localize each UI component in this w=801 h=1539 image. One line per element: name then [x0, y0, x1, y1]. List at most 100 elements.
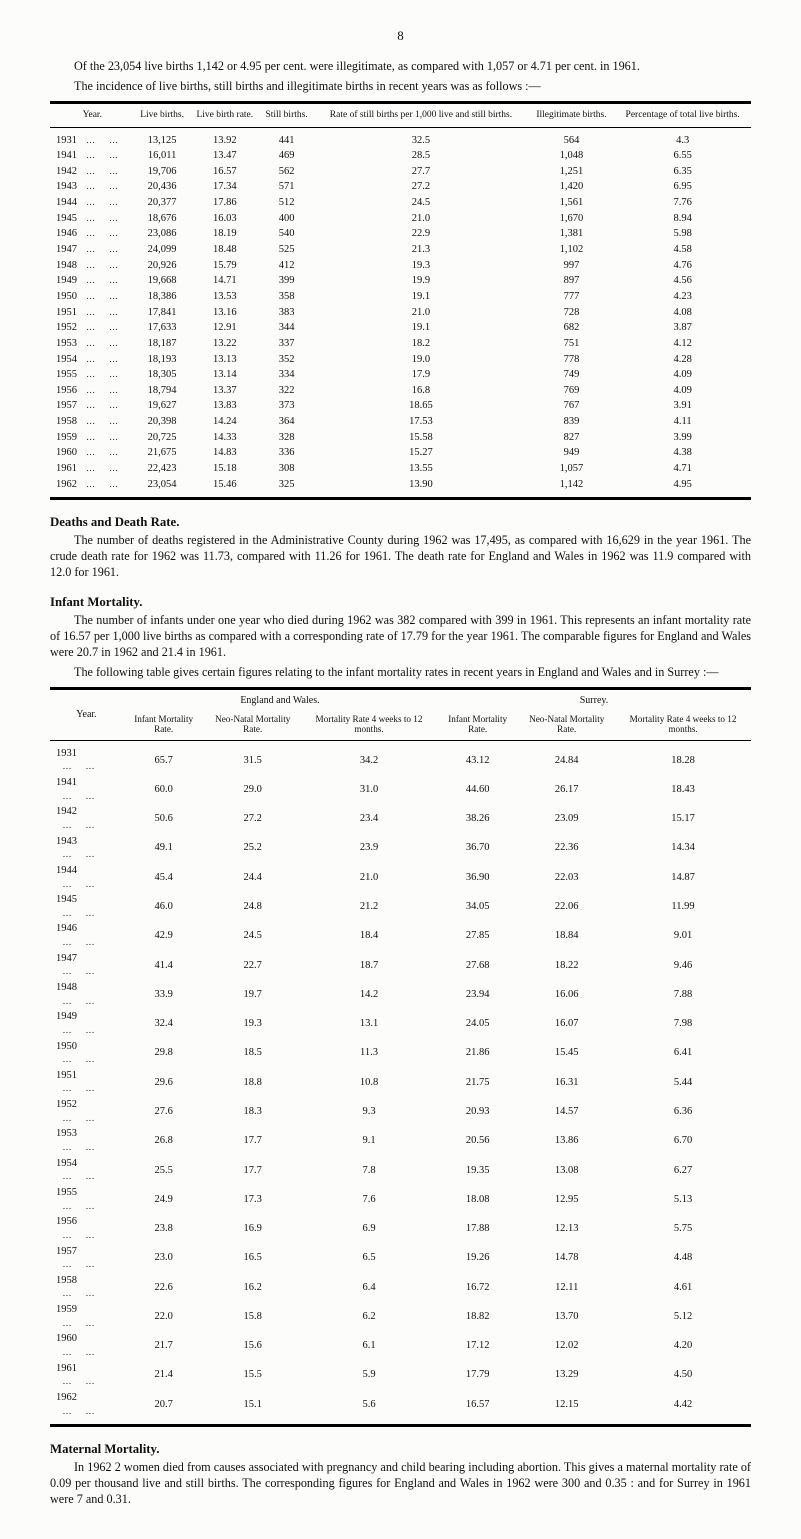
table-cell: 1,102: [529, 242, 615, 258]
table-cell: 1949: [50, 273, 134, 289]
table-cell: 6.9: [301, 1214, 437, 1243]
table-cell: 1931: [50, 127, 134, 148]
table-cell: 12.11: [518, 1273, 615, 1302]
table-cell: 1953: [50, 336, 134, 352]
table-cell: 1957: [50, 398, 134, 414]
table-row: 1960 21,67514.8333615.279494.38: [50, 445, 751, 461]
table-cell: 5.98: [614, 226, 751, 242]
table-cell: 10.8: [301, 1068, 437, 1097]
table-cell: 358: [260, 289, 313, 305]
table-cell: 1954: [50, 1156, 123, 1185]
table-cell: 14.87: [615, 863, 751, 892]
table-row: 1961 22,42315.1830813.551,0574.71: [50, 461, 751, 477]
table-cell: 11.99: [615, 892, 751, 921]
intro-para-1: Of the 23,054 live births 1,142 or 4.95 …: [50, 59, 751, 75]
table-cell: 23.4: [301, 804, 437, 833]
table-cell: 562: [260, 164, 313, 180]
table-header: Percentage of total live births.: [614, 102, 751, 127]
table-header: Surrey.: [437, 688, 751, 711]
table-cell: 469: [260, 148, 313, 164]
table-row: 1959 22.015.86.218.8213.705.12: [50, 1302, 751, 1331]
table-cell: 16.07: [518, 1009, 615, 1038]
table-cell: 383: [260, 305, 313, 321]
table-cell: 13.92: [190, 127, 260, 148]
table-cell: 13.47: [190, 148, 260, 164]
table-row: 1949 19,66814.7139919.98974.56: [50, 273, 751, 289]
table-cell: 1,057: [529, 461, 615, 477]
table-cell: 17.53: [313, 414, 528, 430]
table-row: 1946 42.924.518.427.8518.849.01: [50, 921, 751, 950]
infant-heading: Infant Mortality.: [50, 594, 751, 611]
table-row: 1950 29.818.511.321.8615.456.41: [50, 1039, 751, 1068]
table-cell: 749: [529, 367, 615, 383]
table-cell: 16.72: [437, 1273, 518, 1302]
page-number: 8: [50, 28, 751, 45]
table-cell: 4.20: [615, 1331, 751, 1360]
table-row: 1956 23.816.96.917.8812.135.75: [50, 1214, 751, 1243]
table-cell: 16.2: [204, 1273, 301, 1302]
table-cell: 29.0: [204, 775, 301, 804]
infant-para-2: The following table gives certain figure…: [50, 665, 751, 681]
table-cell: 26.8: [123, 1126, 204, 1155]
table-cell: 21.4: [123, 1361, 204, 1390]
table-row: 1950 18,38613.5335819.17774.23: [50, 289, 751, 305]
table-cell: 4.42: [615, 1390, 751, 1426]
table-cell: 1958: [50, 1273, 123, 1302]
table-cell: 5.6: [301, 1390, 437, 1426]
table-cell: 12.13: [518, 1214, 615, 1243]
table-header: Year.: [50, 688, 123, 740]
table-cell: 25.2: [204, 834, 301, 863]
table-cell: 1946: [50, 921, 123, 950]
table-cell: 14.83: [190, 445, 260, 461]
table-cell: 344: [260, 320, 313, 336]
table-cell: 1957: [50, 1244, 123, 1273]
table-cell: 3.99: [614, 430, 751, 446]
table-cell: 46.0: [123, 892, 204, 921]
table-cell: 27.2: [313, 179, 528, 195]
table-row: 1953 18,18713.2233718.27514.12: [50, 336, 751, 352]
table-cell: 13.16: [190, 305, 260, 321]
table-cell: 1,048: [529, 148, 615, 164]
table-cell: 7.76: [614, 195, 751, 211]
table-cell: 1950: [50, 289, 134, 305]
table-cell: 336: [260, 445, 313, 461]
table-cell: 17.79: [437, 1361, 518, 1390]
table-cell: 6.4: [301, 1273, 437, 1302]
table-cell: 571: [260, 179, 313, 195]
table-cell: 20,725: [134, 430, 189, 446]
table-row: 1945 46.024.821.234.0522.0611.99: [50, 892, 751, 921]
table-cell: 21.2: [301, 892, 437, 921]
table-cell: 19.9: [313, 273, 528, 289]
table-row: 1956 18,79413.3732216.87694.09: [50, 383, 751, 399]
table-cell: 65.7: [123, 740, 204, 775]
table-cell: 3.87: [614, 320, 751, 336]
table-cell: 4.09: [614, 383, 751, 399]
table-cell: 949: [529, 445, 615, 461]
table-cell: 13.1: [301, 1009, 437, 1038]
table-cell: 17.9: [313, 367, 528, 383]
table-cell: 15.1: [204, 1390, 301, 1426]
table-cell: 1947: [50, 951, 123, 980]
table-cell: 4.61: [615, 1273, 751, 1302]
intro-para-2: The incidence of live births, still birt…: [50, 79, 751, 95]
table-cell: 33.9: [123, 980, 204, 1009]
table-row: 1962 20.715.15.616.5712.154.42: [50, 1390, 751, 1426]
table-cell: 4.08: [614, 305, 751, 321]
table-cell: 23,086: [134, 226, 189, 242]
table-cell: 21.7: [123, 1331, 204, 1360]
table-row: 1947 24,09918.4852521.31,1024.58: [50, 242, 751, 258]
table-cell: 7.98: [615, 1009, 751, 1038]
table-cell: 1954: [50, 352, 134, 368]
table-cell: 6.35: [614, 164, 751, 180]
table-cell: 20.7: [123, 1390, 204, 1426]
table-row: 1943 49.125.223.936.7022.3614.34: [50, 834, 751, 863]
table-row: 1951 17,84113.1638321.07284.08: [50, 305, 751, 321]
table-row: 1942 19,70616.5756227.71,2516.35: [50, 164, 751, 180]
table-cell: 5.44: [615, 1068, 751, 1097]
table-cell: 18.28: [615, 740, 751, 775]
table-cell: 13.22: [190, 336, 260, 352]
table-cell: 24.8: [204, 892, 301, 921]
table-row: 1945 18,67616.0340021.01,6708.94: [50, 211, 751, 227]
table-cell: 19.7: [204, 980, 301, 1009]
table-cell: 17.3: [204, 1185, 301, 1214]
